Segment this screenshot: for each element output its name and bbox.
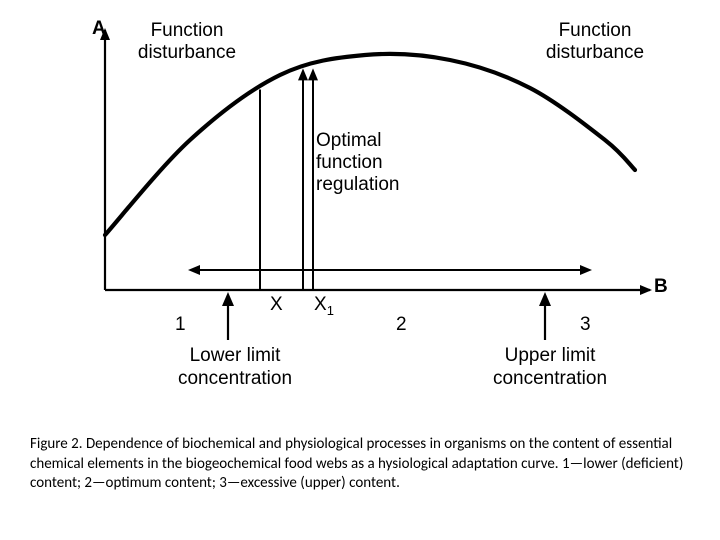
figure-diagram: A B Function disturbance Function distur…: [60, 20, 670, 420]
optimal-function-regulation: Optimal function regulation: [316, 130, 426, 196]
lower-limit-concentration: Lower limit concentration: [155, 345, 315, 391]
function-disturbance-right: Function disturbance: [530, 20, 660, 64]
tick-2: 2: [396, 314, 407, 336]
axis-label-B: B: [654, 276, 668, 298]
figure-caption: Figure 2. Dependence of biochemical and …: [30, 435, 690, 494]
tick-3: 3: [580, 314, 591, 336]
tick-1: 1: [175, 314, 186, 336]
x-label: X: [270, 294, 283, 316]
upper-limit-concentration: Upper limit concentration: [470, 345, 630, 391]
x1-sub: 1: [327, 303, 334, 318]
x1-main: X: [314, 294, 327, 315]
axis-label-A: A: [92, 18, 106, 40]
function-disturbance-left: Function disturbance: [122, 20, 252, 64]
x1-label: X1: [314, 294, 334, 318]
